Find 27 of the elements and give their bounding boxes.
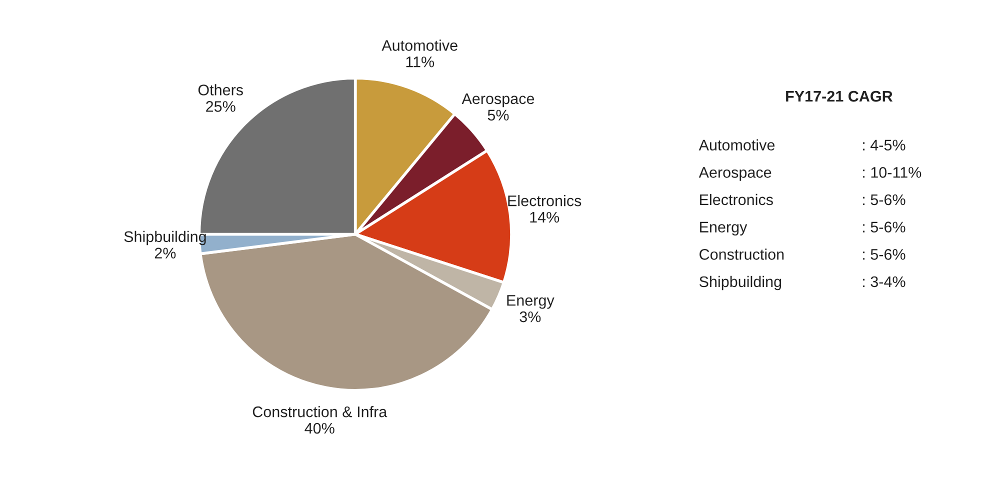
text: : 4-5%: [863, 140, 906, 150]
slice-label: Energy: [507, 295, 554, 309]
data-label: 5%: [488, 110, 509, 121]
data-label: 11%: [406, 56, 434, 68]
text: Construction: [700, 248, 784, 260]
slice-label: Automotive: [382, 40, 458, 51]
data-label: 25%: [206, 101, 236, 112]
text: FY17-21 CAGR: [786, 90, 893, 102]
data-label: 40%: [304, 422, 334, 434]
text: : 5-6%: [863, 194, 906, 206]
slice-label: Electronics: [508, 195, 582, 206]
data-label: 2%: [154, 248, 176, 258]
text: Shipbuilding: [699, 276, 782, 290]
text: Automotive: [698, 139, 775, 150]
text: Electronics: [700, 194, 773, 206]
text: : 5-6%: [863, 248, 906, 260]
text: Aerospace: [698, 167, 772, 181]
data-label: 3%: [520, 311, 541, 322]
text: : 3-4%: [863, 276, 906, 288]
text: : 5-6%: [863, 222, 906, 232]
slice-label: Shipbuilding: [124, 230, 206, 246]
data-label: 14%: [530, 212, 560, 223]
slice-label: Aerospace: [462, 93, 534, 108]
slice-label: Construction & Infra: [252, 406, 388, 418]
slice-label: Others: [198, 84, 243, 96]
text: : 10-11%: [863, 167, 922, 178]
text: Energy: [700, 222, 748, 236]
